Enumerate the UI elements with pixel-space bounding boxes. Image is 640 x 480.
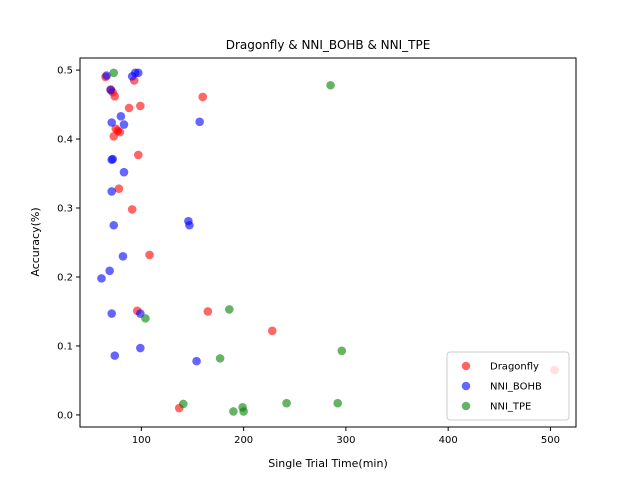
point-nni-bohb-21 bbox=[136, 343, 145, 353]
x-tick-label: 300 bbox=[336, 435, 355, 446]
point-dragonfly-7 bbox=[109, 131, 119, 141]
point-nni-bohb-0 bbox=[102, 71, 111, 80]
point-dragonfly-18 bbox=[267, 326, 277, 336]
point-nni-bohb-11 bbox=[107, 187, 117, 196]
point-nni-bohb-12 bbox=[109, 220, 119, 230]
y-tick-label: 0.2 bbox=[57, 272, 73, 283]
x-ticks: 100 200 300 400 500 bbox=[132, 427, 560, 446]
point-nni-tpe-2 bbox=[141, 314, 150, 323]
point-nni-tpe-3 bbox=[225, 305, 234, 314]
point-dragonfly-17 bbox=[203, 307, 213, 316]
point-nni-bohb-10 bbox=[119, 167, 129, 177]
legend-items: Dragonfly NNI_BOHB NNI_TPE bbox=[461, 361, 542, 413]
point-dragonfly-12 bbox=[114, 184, 124, 194]
point-dragonfly-3 bbox=[110, 91, 120, 101]
point-nni-bohb-13 bbox=[195, 117, 204, 127]
legend-box bbox=[446, 351, 570, 421]
y-ticks: 0.0 0.1 0.2 0.3 0.4 0.5 bbox=[57, 66, 80, 421]
point-nni-tpe-4 bbox=[215, 354, 225, 363]
point-nni-bohb-22 bbox=[110, 351, 120, 360]
legend-label-nni-tpe: NNI_TPE bbox=[490, 402, 531, 413]
x-tick-label: 100 bbox=[132, 435, 151, 446]
point-nni-tpe-5 bbox=[337, 346, 347, 356]
x-axis-title: Single Trial Time(min) bbox=[268, 457, 388, 470]
point-dragonfly-16 bbox=[198, 92, 208, 102]
point-nni-bohb-15 bbox=[185, 220, 194, 230]
legend-marker-dragonfly bbox=[461, 361, 471, 371]
axes-frame bbox=[79, 57, 577, 428]
y-tick-label: 0.1 bbox=[57, 341, 73, 352]
legend-label-nni-bohb: NNI_BOHB bbox=[490, 382, 542, 393]
point-nni-tpe-0 bbox=[109, 68, 119, 78]
legend-marker-nni-tpe bbox=[461, 401, 471, 411]
point-nni-tpe-1 bbox=[326, 80, 335, 90]
point-dragonfly-6 bbox=[115, 127, 125, 137]
point-dragonfly-11 bbox=[133, 150, 143, 160]
point-nni-bohb-7 bbox=[119, 120, 129, 129]
point-nni-bohb-16 bbox=[118, 251, 128, 261]
y-tick-label: 0.4 bbox=[57, 135, 73, 146]
point-nni-tpe-11 bbox=[333, 398, 343, 408]
y-tick-label: 0.0 bbox=[57, 410, 73, 421]
point-nni-bohb-19 bbox=[107, 309, 117, 318]
y-tick-label: 0.5 bbox=[57, 66, 73, 77]
point-nni-bohb-17 bbox=[105, 266, 114, 276]
x-tick-label: 500 bbox=[541, 435, 560, 446]
point-nni-tpe-6 bbox=[178, 399, 188, 409]
point-nni-bohb-1 bbox=[106, 85, 115, 95]
point-nni-bohb-18 bbox=[97, 274, 106, 283]
point-nni-bohb-4 bbox=[133, 68, 143, 78]
chart-title: Dragonfly & NNI_BOHB & NNI_TPE bbox=[226, 38, 431, 52]
y-tick-label: 0.3 bbox=[57, 204, 73, 215]
y-axis-title: Accuracy(%) bbox=[29, 207, 42, 276]
point-dragonfly-13 bbox=[127, 205, 137, 214]
point-nni-bohb-6 bbox=[116, 111, 126, 121]
point-nni-bohb-9 bbox=[108, 154, 118, 164]
points-layer bbox=[97, 68, 559, 416]
point-nni-bohb-5 bbox=[107, 118, 117, 127]
point-nni-tpe-9 bbox=[239, 407, 248, 416]
legend-marker-nni-bohb bbox=[461, 381, 471, 391]
legend-label-dragonfly: Dragonfly bbox=[490, 362, 539, 373]
point-nni-tpe-7 bbox=[229, 407, 238, 416]
x-tick-label: 200 bbox=[234, 435, 253, 446]
x-tick-label: 400 bbox=[439, 435, 458, 446]
point-nni-bohb-23 bbox=[192, 356, 201, 366]
point-dragonfly-10 bbox=[136, 101, 145, 111]
point-dragonfly-8 bbox=[124, 103, 134, 113]
point-nni-tpe-10 bbox=[282, 398, 291, 408]
point-dragonfly-14 bbox=[145, 250, 154, 260]
legend: Dragonfly NNI_BOHB NNI_TPE bbox=[446, 351, 570, 421]
